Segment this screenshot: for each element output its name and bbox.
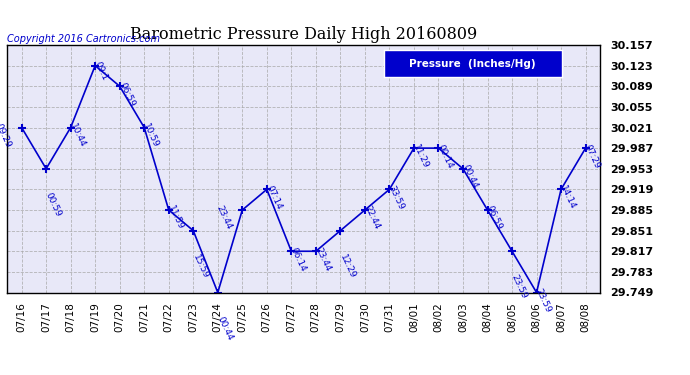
Text: 07:14: 07:14	[264, 184, 284, 211]
Text: 00:59: 00:59	[43, 191, 63, 218]
Text: 07:29: 07:29	[583, 142, 602, 170]
Text: Copyright 2016 Cartronics.com: Copyright 2016 Cartronics.com	[7, 34, 160, 44]
Text: 33:59: 33:59	[387, 184, 406, 211]
Text: 11:59: 11:59	[166, 204, 185, 232]
Text: 23:44: 23:44	[215, 204, 234, 231]
Text: 06:59: 06:59	[485, 204, 504, 232]
Text: 09:29: 09:29	[0, 122, 13, 149]
Text: 00:44: 00:44	[460, 163, 480, 190]
Text: 14:14: 14:14	[558, 184, 578, 211]
Text: 00:14: 00:14	[436, 142, 455, 170]
Text: 10:44: 10:44	[68, 122, 87, 149]
Text: 12:29: 12:29	[338, 253, 357, 280]
Text: 22:44: 22:44	[362, 204, 381, 231]
Text: 09:1: 09:1	[92, 60, 109, 82]
Text: 23:59: 23:59	[509, 273, 529, 301]
Text: 00:44: 00:44	[215, 315, 234, 342]
Text: 23:59: 23:59	[534, 287, 553, 314]
Title: Barometric Pressure Daily High 20160809: Barometric Pressure Daily High 20160809	[130, 27, 477, 44]
Text: 06:59: 06:59	[117, 81, 136, 108]
Text: 10:59: 10:59	[141, 122, 161, 149]
Text: 15:59: 15:59	[190, 253, 210, 280]
Text: 23:44: 23:44	[313, 246, 332, 273]
Text: 06:14: 06:14	[288, 246, 308, 273]
Text: 11:29: 11:29	[411, 142, 431, 170]
